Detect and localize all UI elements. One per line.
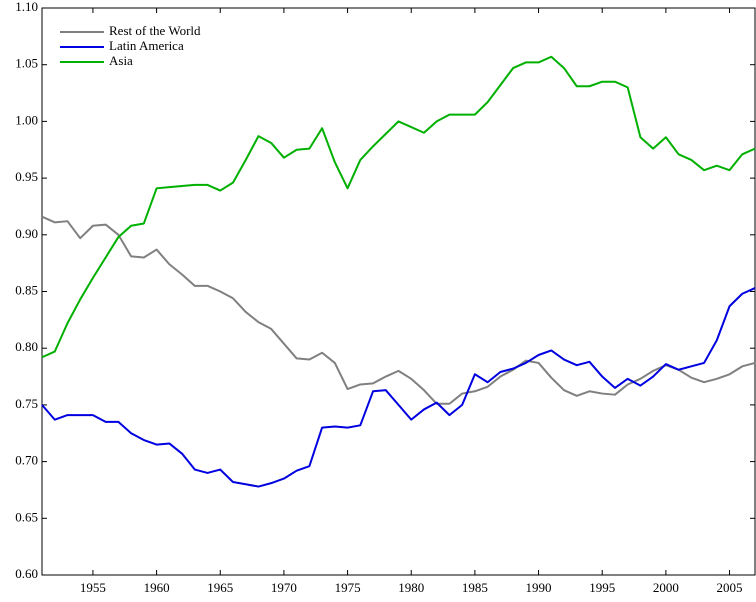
x-tick-label: 1980 (398, 580, 424, 595)
x-tick-label: 1965 (207, 580, 233, 595)
y-tick-label: 1.10 (15, 0, 38, 14)
y-tick-label: 0.60 (15, 566, 38, 581)
x-tick-label: 1985 (462, 580, 488, 595)
x-tick-label: 1970 (271, 580, 297, 595)
x-tick-label: 2005 (717, 580, 743, 595)
series-line (41, 55, 756, 359)
x-tick-label: 1955 (80, 580, 106, 595)
x-tick-label: 1960 (144, 580, 170, 595)
y-tick-label: 0.90 (15, 226, 38, 241)
series-line (41, 287, 756, 488)
legend-label: Asia (109, 53, 133, 68)
legend-label: Rest of the World (109, 23, 201, 38)
y-tick-label: 0.75 (15, 396, 38, 411)
y-tick-label: 0.80 (15, 339, 38, 354)
y-tick-label: 0.70 (15, 453, 38, 468)
y-tick-label: 0.85 (15, 282, 38, 297)
series-line (41, 215, 756, 405)
x-tick-label: 1995 (589, 580, 615, 595)
legend-label: Latin America (109, 38, 184, 53)
x-tick-label: 1975 (335, 580, 361, 595)
x-tick-label: 1990 (526, 580, 552, 595)
plot-frame (41, 7, 756, 576)
y-tick-label: 0.95 (15, 169, 38, 184)
y-tick-label: 1.00 (15, 112, 38, 127)
y-tick-label: 1.05 (15, 56, 38, 71)
x-tick-label: 2000 (653, 580, 679, 595)
y-tick-label: 0.65 (15, 509, 38, 524)
